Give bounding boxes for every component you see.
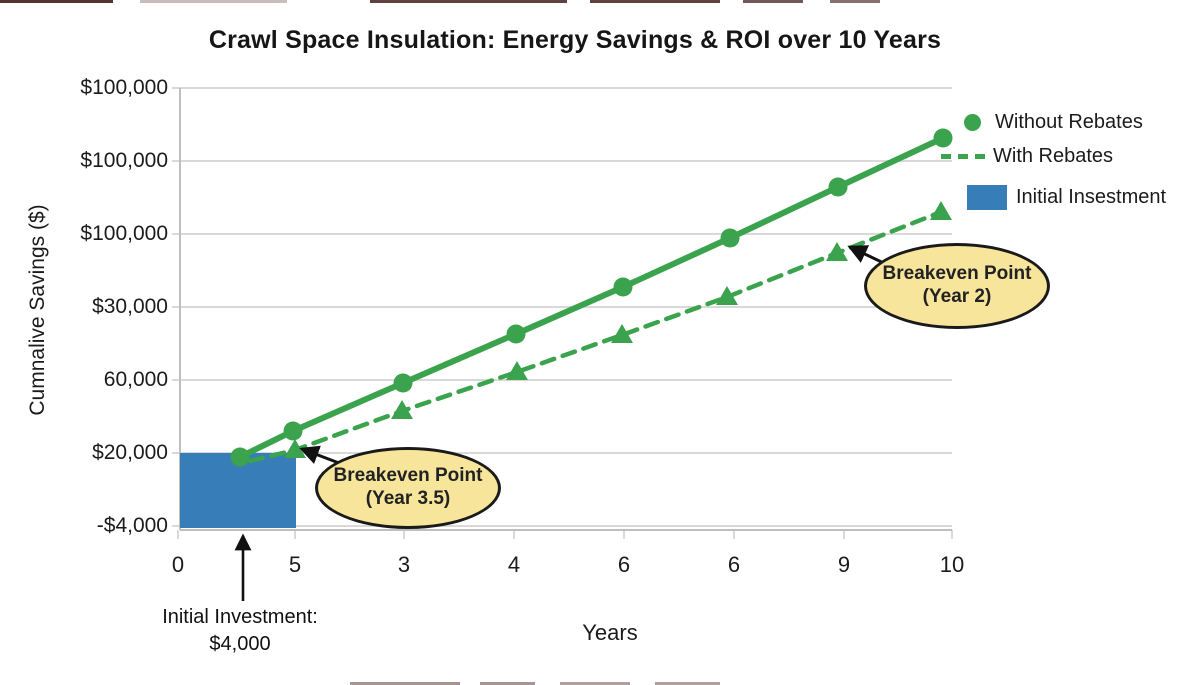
y-tick-label: $100,000 xyxy=(80,222,168,245)
x-tick-label: 6 xyxy=(617,552,631,577)
edge-artifact xyxy=(560,682,630,685)
y-tick-label: 60,000 xyxy=(103,368,168,391)
square-marker-icon xyxy=(967,184,1007,210)
edge-artifact xyxy=(0,0,113,3)
annotation-text: Breakeven Point xyxy=(882,263,1032,285)
y-tick-label: $100,000 xyxy=(80,76,168,99)
edge-artifact xyxy=(830,0,880,3)
annotation-breakeven-year-2: Breakeven Point (Year 2) xyxy=(864,243,1050,329)
annotation-text: Breakeven Point xyxy=(333,465,483,487)
legend-label: Without Rebates xyxy=(995,110,1143,133)
edge-artifact xyxy=(480,682,535,685)
x-tick-label: 3 xyxy=(397,552,411,577)
x-tick-label: 0 xyxy=(171,552,185,577)
legend-item-with-rebates: With Rebates xyxy=(941,139,1113,173)
y-tick-label: $30,000 xyxy=(92,295,168,318)
y-axis-title: Cumnalive Savings ($) xyxy=(26,204,49,416)
x-tick-label: 9 xyxy=(837,552,851,577)
y-tick-label: -$4,000 xyxy=(96,514,168,537)
legend-item-without-rebates: Without Rebates xyxy=(941,105,1143,139)
dashed-line-icon xyxy=(941,153,991,159)
circle-marker-icon xyxy=(964,113,981,131)
investment-note: Initial Investment: $4,000 xyxy=(130,604,350,658)
edge-artifact xyxy=(370,0,567,3)
x-tick-label: 5 xyxy=(288,552,302,577)
annotation-text: (Year 2) xyxy=(922,286,992,307)
x-axis-title: Years xyxy=(582,620,638,645)
legend-label: Initial Insestment xyxy=(1016,185,1167,208)
investment-note-line1: Initial Investment: xyxy=(162,606,318,628)
annotation-text: (Year 3.5) xyxy=(365,488,451,509)
y-tick-label: $100,000 xyxy=(80,149,168,172)
annotation-breakeven-year-3-5: Breakeven Point (Year 3.5) xyxy=(315,447,501,529)
edge-artifact xyxy=(350,682,460,685)
legend-item-initial-investment: Initial Insestment xyxy=(941,180,1166,214)
x-tick-label: 6 xyxy=(727,552,741,577)
edge-artifact xyxy=(590,0,720,3)
investment-note-line2: $4,000 xyxy=(209,633,271,655)
edge-artifact xyxy=(655,682,720,685)
y-tick-label: $20,000 xyxy=(92,441,168,464)
x-tick-label: 4 xyxy=(507,552,521,577)
edge-artifact xyxy=(140,0,287,3)
x-tick-label: 10 xyxy=(939,552,965,577)
chart-title: Crawl Space Insulation: Energy Savings &… xyxy=(208,26,942,54)
edge-artifact xyxy=(743,0,803,3)
legend-label: With Rebates xyxy=(993,144,1114,167)
